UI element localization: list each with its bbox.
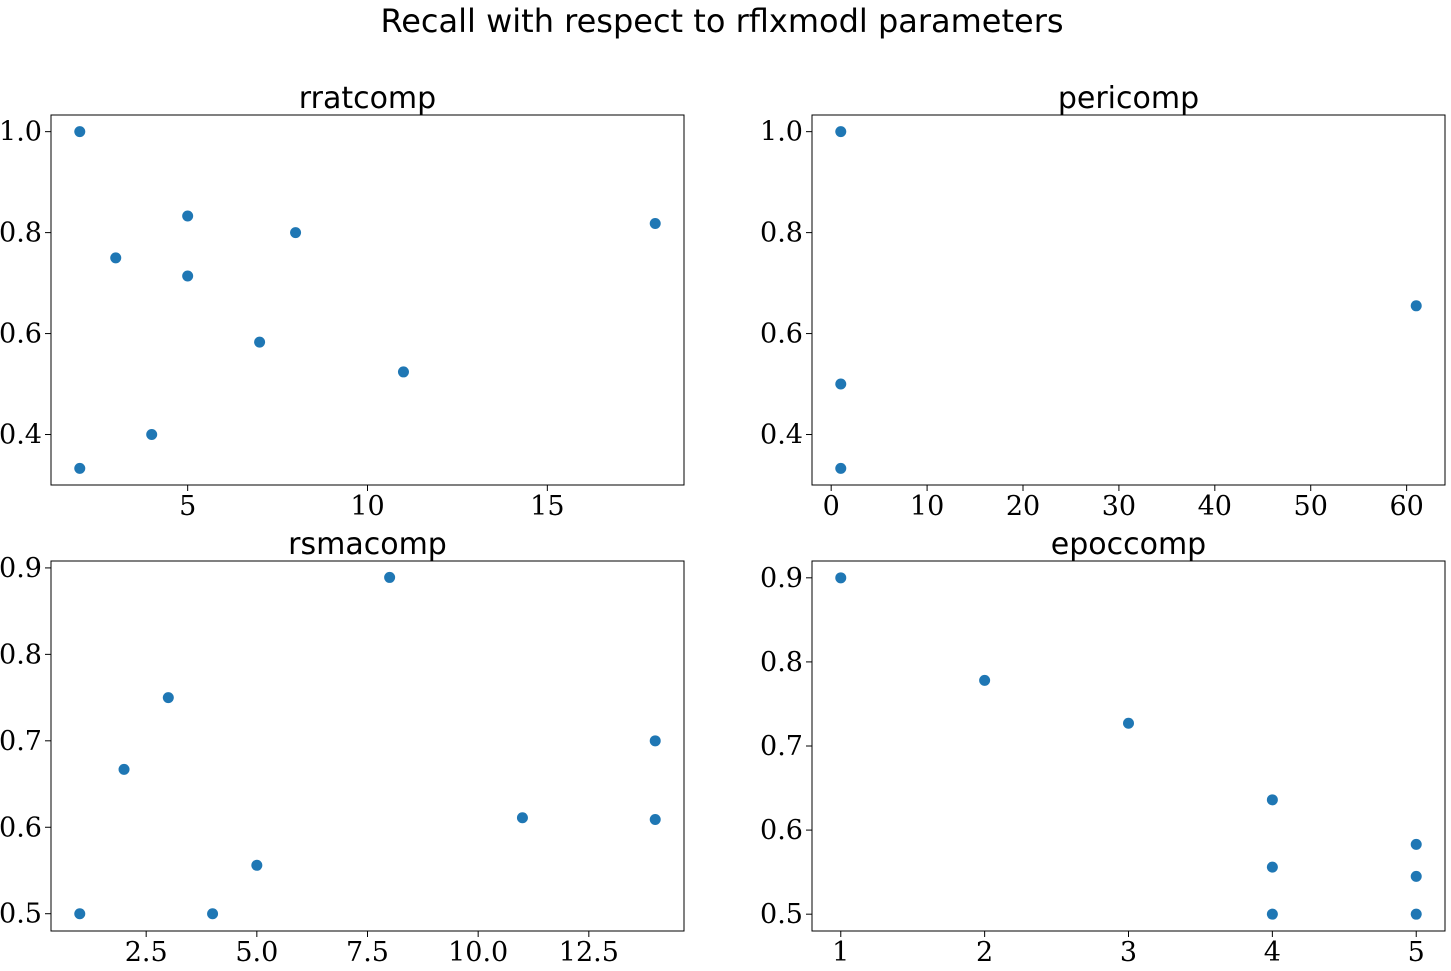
data-point bbox=[1266, 861, 1278, 873]
data-point bbox=[384, 571, 396, 583]
data-point bbox=[254, 336, 266, 348]
data-point bbox=[1410, 838, 1422, 850]
data-point bbox=[207, 908, 219, 920]
y-tick-label: 0.9 bbox=[0, 553, 42, 584]
subplot-rratcomp: rratcomp 5 10 15 0.4 0.6 0.8 1.0 bbox=[0, 81, 685, 522]
data-point bbox=[1410, 870, 1422, 882]
x-tick-label: 10 bbox=[910, 491, 944, 522]
data-point bbox=[146, 429, 158, 441]
x-tick-label: 5 bbox=[1408, 937, 1425, 968]
figure-title: Recall with respect to rflxmodl paramete… bbox=[380, 2, 1063, 40]
x-tick-label: 10 bbox=[350, 491, 384, 522]
y-tick-label: 0.6 bbox=[760, 319, 803, 350]
x-tick-label: 3 bbox=[1120, 937, 1137, 968]
subplot-title: rsmacomp bbox=[288, 527, 447, 562]
subplot-title: rratcomp bbox=[299, 81, 436, 116]
subplot-pericomp: pericomp 0 10 20 30 40 50 60 0.4 0.6 0.8 1.0 bbox=[760, 81, 1446, 522]
x-tick-label: 0 bbox=[823, 491, 840, 522]
plot-frame bbox=[811, 114, 1446, 486]
x-tick-label: 30 bbox=[1102, 491, 1136, 522]
x-tick-label: 20 bbox=[1006, 491, 1040, 522]
plot-frame bbox=[811, 560, 1446, 932]
data-point bbox=[1123, 717, 1134, 729]
data-point bbox=[835, 462, 847, 474]
y-tick-label: 0.8 bbox=[760, 218, 803, 249]
x-tick-label: 15 bbox=[530, 491, 564, 522]
plot-frame bbox=[50, 560, 685, 932]
data-point bbox=[835, 378, 847, 390]
data-point bbox=[118, 763, 130, 775]
y-tick-label: 0.4 bbox=[0, 420, 42, 451]
x-tick-label: 60 bbox=[1389, 491, 1423, 522]
data-point bbox=[1410, 908, 1422, 920]
x-tick-label: 2 bbox=[976, 937, 993, 968]
subplot-epoccomp: epoccomp 1 2 3 4 5 0.5 0.6 0.7 0.8 0.9 bbox=[760, 527, 1446, 968]
y-tick-label: 0.6 bbox=[0, 319, 42, 350]
data-point bbox=[516, 812, 528, 824]
data-point bbox=[979, 674, 991, 686]
x-tick-label: 12.5 bbox=[559, 937, 619, 968]
data-point bbox=[290, 227, 302, 239]
data-point bbox=[162, 692, 174, 704]
data-point bbox=[182, 210, 194, 222]
y-tick-label: 0.8 bbox=[0, 218, 42, 249]
data-point bbox=[397, 366, 409, 378]
y-tick-label: 1.0 bbox=[0, 117, 42, 148]
x-tick-label: 50 bbox=[1294, 491, 1328, 522]
x-tick-label: 40 bbox=[1198, 491, 1232, 522]
data-point bbox=[649, 735, 661, 747]
data-point bbox=[1266, 908, 1278, 920]
x-tick-label: 4 bbox=[1264, 937, 1281, 968]
data-point bbox=[1410, 300, 1422, 312]
y-tick-label: 0.7 bbox=[0, 726, 42, 757]
data-point bbox=[649, 218, 661, 230]
data-point bbox=[182, 270, 194, 282]
data-point bbox=[835, 572, 847, 584]
data-point bbox=[74, 462, 86, 474]
data-point bbox=[649, 813, 661, 825]
x-tick-label: 2.5 bbox=[125, 937, 168, 968]
x-tick-label: 5.0 bbox=[235, 937, 278, 968]
subplot-rsmacomp: rsmacomp 2.5 5.0 7.5 10.0 12.5 0.5 0.6 0.7 0.8 0.9 bbox=[0, 527, 685, 968]
data-point bbox=[110, 252, 122, 264]
y-tick-label: 0.6 bbox=[760, 815, 803, 846]
x-tick-label: 10.0 bbox=[448, 937, 508, 968]
data-point bbox=[74, 126, 86, 138]
y-tick-label: 0.5 bbox=[760, 899, 803, 930]
x-tick-label: 1 bbox=[832, 937, 849, 968]
y-tick-label: 0.4 bbox=[760, 420, 803, 451]
plot-frame bbox=[50, 114, 685, 486]
y-tick-label: 0.7 bbox=[760, 731, 803, 762]
subplot-title: epoccomp bbox=[1051, 527, 1206, 562]
subplot-title: pericomp bbox=[1058, 81, 1199, 116]
y-tick-label: 1.0 bbox=[760, 117, 803, 148]
data-point bbox=[74, 908, 86, 920]
y-tick-label: 0.8 bbox=[0, 639, 42, 670]
y-tick-label: 0.8 bbox=[760, 647, 803, 678]
y-tick-label: 0.9 bbox=[760, 563, 803, 594]
data-point bbox=[835, 126, 847, 138]
x-tick-label: 5 bbox=[179, 491, 196, 522]
x-tick-label: 7.5 bbox=[346, 937, 389, 968]
data-point bbox=[1266, 794, 1278, 806]
y-tick-label: 0.5 bbox=[0, 899, 42, 930]
y-tick-label: 0.6 bbox=[0, 812, 42, 843]
data-point bbox=[251, 859, 263, 871]
